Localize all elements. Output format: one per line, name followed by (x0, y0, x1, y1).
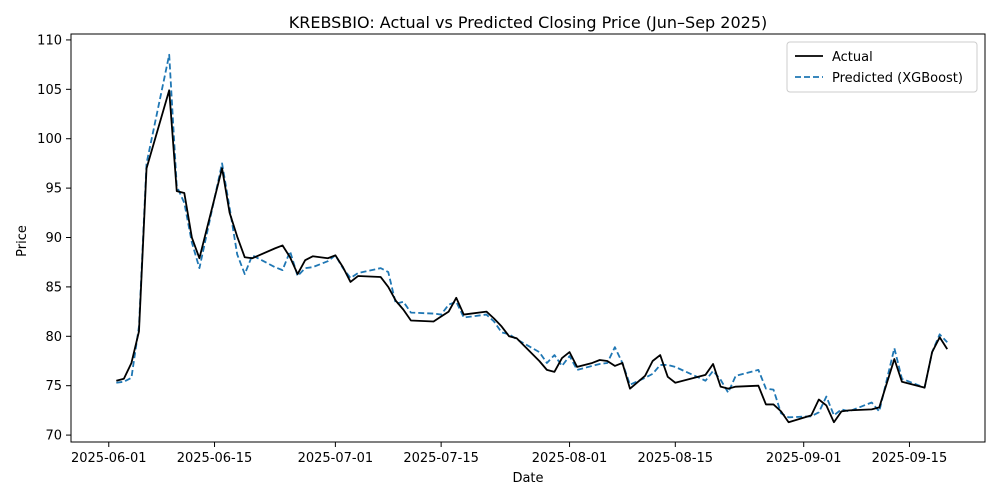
x-tick-label: 2025-09-15 (872, 451, 948, 466)
x-axis-label: Date (512, 471, 543, 486)
x-tick-label: 2025-07-15 (403, 451, 479, 466)
legend-frame (786, 41, 978, 93)
plot-frame (70, 33, 986, 443)
x-tick-label: 2025-08-01 (532, 451, 608, 466)
legend: Actual Predicted (XGBoost) (786, 41, 978, 93)
x-tick-label: 2025-06-15 (177, 451, 253, 466)
y-tick-label: 85 (45, 280, 62, 295)
legend-label-actual: Actual (832, 50, 873, 65)
y-axis-label: Price (15, 225, 30, 257)
y-axis: 70 75 80 85 90 95 100 105 110 (37, 33, 71, 444)
y-tick-label: 110 (37, 33, 62, 48)
y-tick-label: 95 (45, 182, 62, 197)
y-tick-label: 105 (37, 83, 62, 98)
legend-label-predicted: Predicted (XGBoost) (832, 71, 963, 86)
series-line-predicted (116, 53, 948, 419)
y-tick-label: 70 (45, 429, 62, 444)
x-axis: 2025-06-01 2025-06-15 2025-07-01 2025-07-15… (71, 442, 947, 466)
chart-title: KREBSBIO: Actual vs Predicted Closing Pr… (289, 13, 767, 32)
y-tick-label: 80 (45, 330, 62, 345)
x-tick-label: 2025-09-01 (766, 451, 842, 466)
series-line-actual (116, 89, 948, 424)
x-tick-label: 2025-06-01 (71, 451, 147, 466)
x-tick-label: 2025-07-01 (298, 451, 374, 466)
y-tick-label: 90 (45, 231, 62, 246)
x-tick-label: 2025-08-15 (638, 451, 714, 466)
plot-area (70, 33, 986, 443)
y-tick-label: 75 (45, 379, 62, 394)
y-tick-label: 100 (37, 132, 62, 147)
